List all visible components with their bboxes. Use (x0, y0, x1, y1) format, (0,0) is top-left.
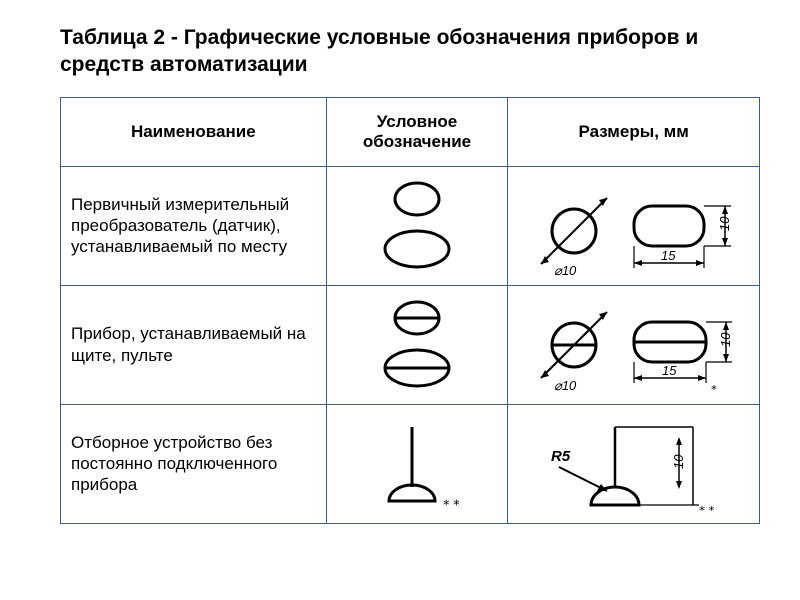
dim-tap-icon: R5 10 ⁎ ⁎ (519, 409, 749, 519)
row-name: Отборное устройство без постоянно подклю… (61, 404, 327, 523)
label-15: 15 (661, 248, 676, 263)
label-phi10: ⌀10 (554, 378, 577, 393)
row-symbol: ⁎ ⁎ (326, 404, 508, 523)
header-row: Наименование Условное обозначение Размер… (61, 97, 760, 166)
row-dimensions: ⌀10 15 10 (508, 285, 760, 404)
row-symbol (326, 166, 508, 285)
row-name: Прибор, устанавливаемый на щите, пульте (61, 285, 327, 404)
symbol-sensor-icon (357, 171, 477, 281)
symbol-panel-icon (357, 290, 477, 400)
row-dimensions: ⌀10 15 (508, 166, 760, 285)
label-10: 10 (718, 331, 733, 346)
symbol-tap-icon: ⁎ ⁎ (357, 409, 477, 519)
label-ast: ⁎ (711, 379, 717, 393)
symbols-table: Наименование Условное обозначение Размер… (60, 97, 760, 524)
header-dimensions: Размеры, мм (508, 97, 760, 166)
row-name: Первичный измерительный преобразователь … (61, 166, 327, 285)
label-15: 15 (662, 363, 677, 378)
page-container: Таблица 2 - Графические условные обознач… (0, 0, 800, 544)
label-ast2: ⁎ ⁎ (443, 493, 460, 508)
table-row: Первичный измерительный преобразователь … (61, 166, 760, 285)
dim-panel-icon: ⌀10 15 10 (519, 290, 749, 400)
label-ast2: ⁎ ⁎ (699, 500, 714, 514)
header-name: Наименование (61, 97, 327, 166)
table-row: Отборное устройство без постоянно подклю… (61, 404, 760, 523)
label-r5: R5 (551, 448, 571, 465)
label-10: 10 (717, 215, 732, 230)
table-row: Прибор, устанавливаемый на щите, пульте (61, 285, 760, 404)
row-dimensions: R5 10 ⁎ ⁎ (508, 404, 760, 523)
header-symbol: Условное обозначение (326, 97, 508, 166)
dim-sensor-icon: ⌀10 15 (519, 171, 749, 281)
row-symbol (326, 285, 508, 404)
label-phi10: ⌀10 (554, 263, 577, 278)
table-title: Таблица 2 - Графические условные обознач… (60, 24, 760, 79)
label-10: 10 (671, 453, 686, 468)
